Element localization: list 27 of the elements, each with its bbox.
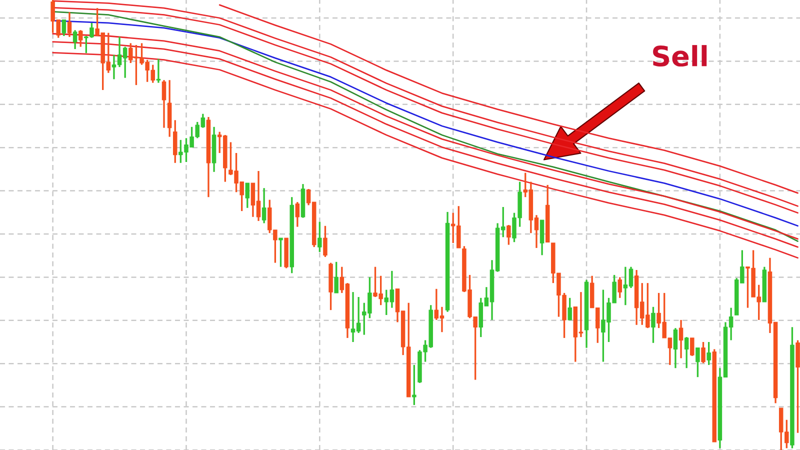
candlestick	[678, 319, 684, 360]
candlestick	[568, 297, 572, 321]
candlestick	[278, 237, 283, 268]
candlestick	[540, 219, 544, 256]
candlestick	[162, 79, 166, 129]
candlestick	[684, 336, 689, 369]
candlestick	[334, 261, 338, 294]
candlestick	[506, 224, 511, 246]
candlestick	[245, 182, 250, 209]
candlestick	[323, 225, 328, 258]
candlestick	[701, 341, 706, 364]
candlestick	[318, 221, 322, 253]
annotation: Sell	[653, 45, 707, 67]
candlestick	[618, 276, 622, 299]
candlestick	[690, 337, 694, 357]
candlestick	[67, 11, 72, 38]
candlestick	[72, 29, 78, 50]
candlestick	[172, 119, 178, 164]
candlestick	[62, 18, 66, 37]
candlestick	[295, 201, 300, 228]
candlestick	[696, 347, 700, 378]
candlestick	[78, 29, 83, 48]
candlestick	[262, 187, 266, 224]
candlestick	[156, 58, 161, 84]
candlestick	[651, 306, 656, 344]
candlestick	[673, 327, 678, 369]
candlestick	[706, 341, 711, 366]
